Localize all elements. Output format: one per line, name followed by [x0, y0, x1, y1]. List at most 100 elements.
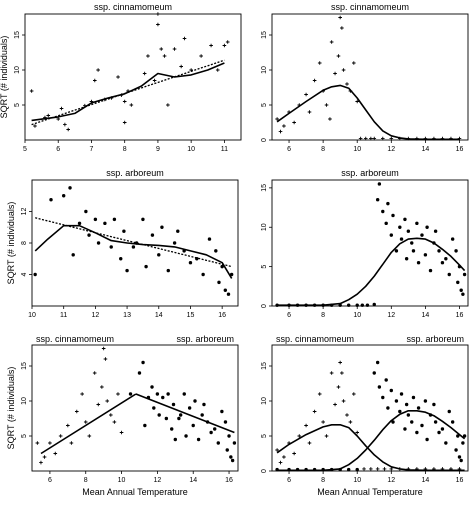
- data-point: [340, 26, 344, 30]
- x-tick-label: 16: [218, 312, 226, 319]
- data-point: [444, 257, 448, 261]
- data-point: [384, 221, 388, 226]
- data-point: [399, 392, 404, 396]
- data-point: [172, 47, 177, 51]
- data-point: [352, 61, 356, 65]
- data-point: [33, 272, 37, 277]
- data-point: [333, 71, 337, 76]
- x-tick-label: 10: [28, 312, 36, 319]
- panel-4: ssp. arboreum 6 8 10 12 14 16 0 5 10 15: [261, 168, 469, 319]
- panel-title: ssp. cinnamomeum: [94, 2, 172, 12]
- data-point: [209, 430, 213, 435]
- data-point: [321, 420, 325, 424]
- data-point: [216, 441, 220, 445]
- data-point: [137, 371, 142, 375]
- x-tick-label: 14: [155, 312, 163, 319]
- data-point: [278, 129, 283, 134]
- data-point: [462, 272, 467, 277]
- x-tick-label: 6: [287, 477, 291, 484]
- x-tick-label: 16: [456, 146, 464, 153]
- x-tick-label: 8: [123, 146, 127, 153]
- x-tick-label: 10: [187, 146, 195, 153]
- data-point: [101, 346, 106, 351]
- data-point: [146, 54, 150, 58]
- x-tick-label: 6: [287, 312, 291, 319]
- data-point: [454, 448, 458, 452]
- data-point: [437, 249, 441, 253]
- data-point: [410, 241, 414, 245]
- panel-title-right: ssp. arboreum: [176, 334, 234, 344]
- data-point: [215, 68, 220, 72]
- data-point: [152, 406, 156, 410]
- data-point: [225, 448, 229, 452]
- data-point: [33, 124, 37, 128]
- x-tick-label: 11: [60, 312, 67, 319]
- data-point: [338, 15, 342, 20]
- data-point: [213, 427, 217, 431]
- data-point: [214, 249, 218, 253]
- data-point: [49, 197, 53, 202]
- data-point: [68, 186, 72, 190]
- data-point: [404, 402, 409, 407]
- panel-title-right: ssp. arboreum: [406, 334, 464, 344]
- y-tick-label: 15: [261, 362, 268, 370]
- fitted-curve: [135, 393, 235, 434]
- data-point: [415, 221, 419, 226]
- data-point: [278, 460, 283, 465]
- data-point: [389, 388, 394, 393]
- data-point: [223, 420, 228, 424]
- x-tick-label: 7: [90, 146, 94, 153]
- data-point: [282, 124, 286, 128]
- data-point: [372, 136, 377, 141]
- fitted-curve: [34, 224, 233, 279]
- data-point: [29, 89, 34, 93]
- x-tick-label: 16: [225, 477, 233, 484]
- data-point: [399, 237, 404, 241]
- y-tick-label: 5: [14, 103, 21, 107]
- data-point: [103, 221, 107, 226]
- y-axis-label: SQRT (# individuals): [0, 36, 9, 119]
- data-point: [96, 402, 101, 407]
- y-tick-label: 0: [261, 469, 268, 473]
- x-tick-label: 8: [321, 312, 325, 319]
- data-point: [425, 437, 429, 442]
- data-point: [391, 213, 395, 218]
- data-point: [398, 409, 402, 414]
- y-tick-label: 10: [261, 223, 268, 231]
- data-point: [461, 292, 465, 296]
- data-point: [129, 103, 134, 107]
- data-point: [333, 402, 337, 407]
- data-point: [410, 420, 414, 424]
- data-point: [141, 360, 145, 365]
- data-point: [48, 441, 52, 445]
- data-point: [100, 385, 104, 389]
- data-point: [381, 209, 385, 214]
- data-point: [143, 423, 147, 428]
- data-point: [404, 257, 409, 261]
- data-point: [155, 392, 160, 396]
- data-point: [220, 409, 224, 414]
- data-point: [403, 217, 407, 222]
- data-point: [84, 209, 88, 214]
- x-tick-label: 14: [421, 312, 429, 319]
- data-point: [191, 423, 195, 428]
- data-point: [355, 303, 359, 307]
- data-point: [193, 399, 197, 403]
- data-point: [461, 441, 465, 445]
- data-point: [340, 371, 344, 375]
- data-point: [363, 136, 368, 141]
- data-point: [199, 54, 203, 58]
- data-point: [122, 229, 126, 233]
- x-tick-label: 8: [321, 477, 325, 484]
- data-point: [338, 360, 342, 365]
- y-tick-label: 15: [21, 362, 28, 370]
- data-point: [105, 399, 110, 403]
- data-point: [220, 264, 224, 269]
- data-point: [365, 303, 370, 307]
- x-tick-label: 15: [187, 312, 195, 319]
- fitted-curve: [276, 84, 460, 141]
- panel-1: ssp. cinnamomeum 5 6 7 8 9 10 11 5 10 15 SQRT (# in…: [0, 2, 242, 153]
- data-point: [389, 136, 394, 141]
- data-point: [375, 360, 380, 365]
- data-point: [360, 303, 365, 307]
